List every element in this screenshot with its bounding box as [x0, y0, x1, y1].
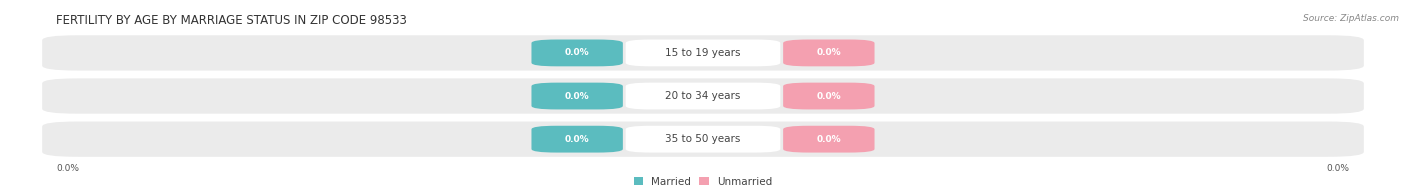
FancyBboxPatch shape [626, 83, 780, 109]
FancyBboxPatch shape [783, 40, 875, 66]
Text: 35 to 50 years: 35 to 50 years [665, 134, 741, 144]
FancyBboxPatch shape [42, 122, 1364, 157]
FancyBboxPatch shape [783, 126, 875, 152]
Text: 0.0%: 0.0% [56, 164, 79, 173]
Text: 20 to 34 years: 20 to 34 years [665, 91, 741, 101]
FancyBboxPatch shape [626, 126, 780, 152]
Text: 0.0%: 0.0% [817, 48, 841, 57]
FancyBboxPatch shape [531, 126, 623, 152]
Text: 0.0%: 0.0% [817, 135, 841, 144]
FancyBboxPatch shape [531, 83, 623, 109]
Text: 0.0%: 0.0% [565, 48, 589, 57]
FancyBboxPatch shape [531, 40, 623, 66]
Text: Source: ZipAtlas.com: Source: ZipAtlas.com [1303, 14, 1399, 23]
Text: 0.0%: 0.0% [1327, 164, 1350, 173]
FancyBboxPatch shape [783, 83, 875, 109]
Text: FERTILITY BY AGE BY MARRIAGE STATUS IN ZIP CODE 98533: FERTILITY BY AGE BY MARRIAGE STATUS IN Z… [56, 14, 408, 27]
Text: 15 to 19 years: 15 to 19 years [665, 48, 741, 58]
FancyBboxPatch shape [42, 78, 1364, 114]
Text: 0.0%: 0.0% [565, 92, 589, 101]
Legend: Married, Unmarried: Married, Unmarried [630, 172, 776, 191]
FancyBboxPatch shape [42, 35, 1364, 71]
Text: 0.0%: 0.0% [817, 92, 841, 101]
FancyBboxPatch shape [626, 40, 780, 66]
Text: 0.0%: 0.0% [565, 135, 589, 144]
